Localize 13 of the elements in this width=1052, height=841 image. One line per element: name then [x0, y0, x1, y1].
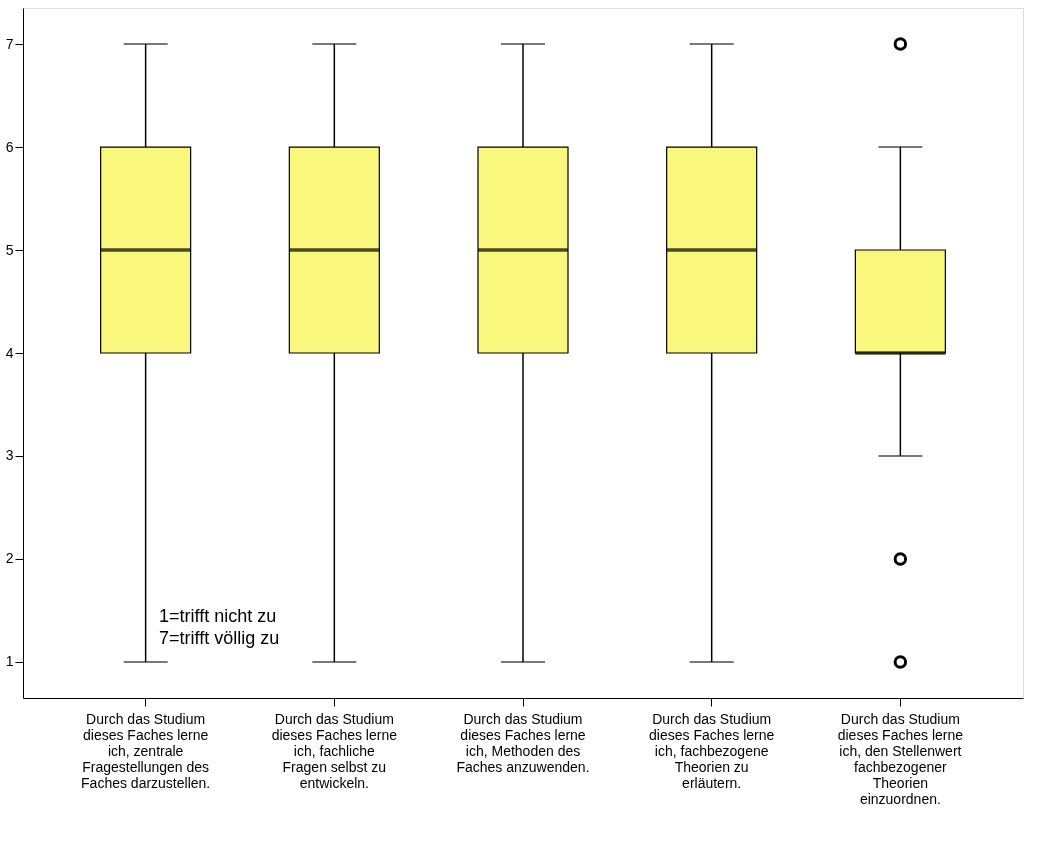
y-tick-label: 7 — [5, 35, 14, 52]
y-tick-label: 1 — [5, 653, 14, 670]
y-tick-label: 5 — [5, 241, 14, 258]
y-tick-label: 2 — [5, 550, 14, 567]
x-tick-label: Durch das Studium dieses Faches lerne ich, zentrale Fragestellungen des Faches darzustellen. — [81, 710, 211, 791]
annotation: 1=trifft nicht zu 7=trifft völlig zu — [159, 606, 280, 648]
x-tick-label: Durch das Studium dieses Faches lerne ich, Methoden des Faches anzuwenden. — [456, 710, 590, 775]
x-tick-label: Durch das Studium dieses Faches lerne ich, fachliche Fragen selbst zu entwickeln. — [271, 710, 398, 791]
y-tick-label: 4 — [5, 344, 14, 361]
y-tick-label: 6 — [5, 138, 14, 155]
y-tick-label: 3 — [5, 447, 14, 464]
x-tick-label: Durch das Studium dieses Faches lerne ich, fachbezogene Theorien zu erläutern. — [649, 710, 775, 791]
x-tick-label: Durch das Studium dieses Faches lerne ich, den Stellenwert fachbezogener Theorien einzuordnen. — [837, 710, 964, 807]
